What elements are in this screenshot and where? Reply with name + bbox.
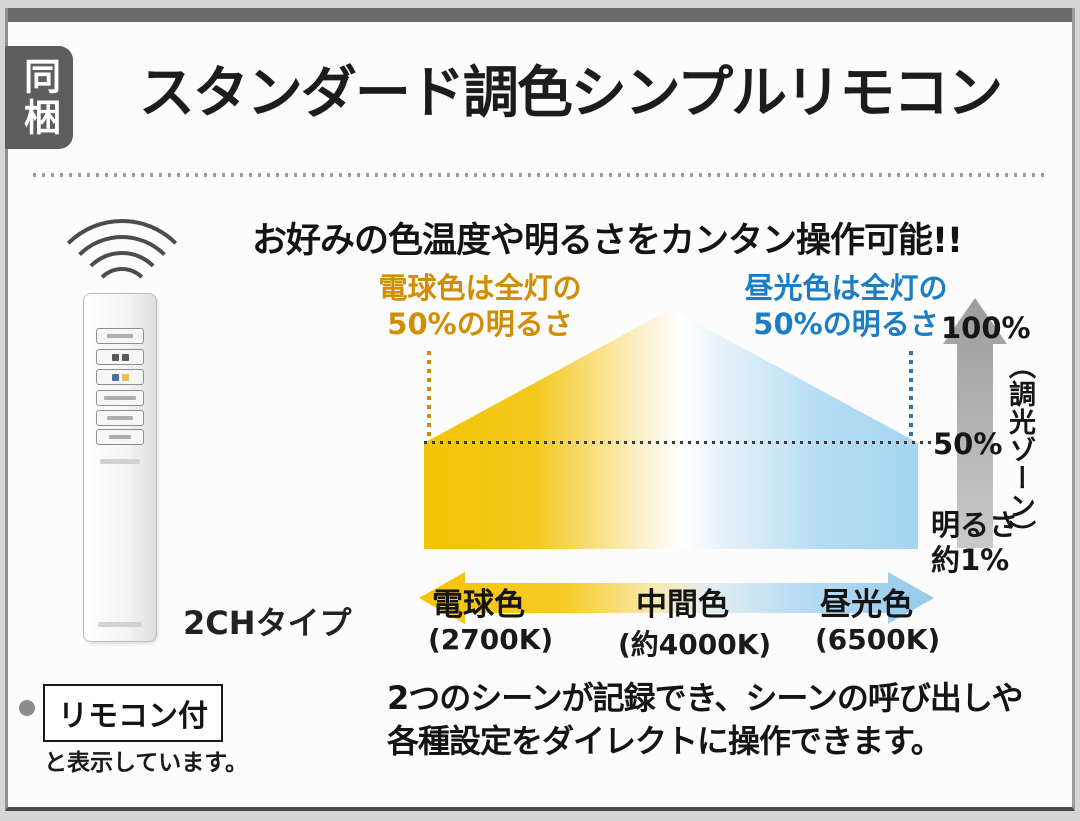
cool-dotted-line bbox=[909, 351, 913, 441]
scale-50-label: 50% bbox=[933, 427, 1003, 461]
remote-button bbox=[96, 390, 144, 406]
top-bar bbox=[8, 8, 1072, 22]
page-title: スタンダード調色シンプルリモコン bbox=[138, 61, 1003, 126]
remote-button bbox=[96, 349, 144, 365]
scene-description: 2つのシーンが記録でき、シーンの呼び出しや 各種設定をダイレクトに操作できます。 bbox=[387, 679, 1024, 760]
remote-illustration bbox=[83, 293, 157, 642]
remote-logo bbox=[100, 459, 140, 464]
cool-brightness-note: 昼光色は全灯の 50%の明るさ bbox=[744, 271, 948, 342]
warm-brightness-note: 電球色は全灯の 50%の明るさ bbox=[378, 271, 582, 342]
axis-cool-kelvin: (6500K) bbox=[815, 623, 941, 656]
axis-warm-label: 電球色 bbox=[432, 587, 525, 623]
fifty-percent-dotted-line bbox=[424, 441, 934, 444]
dimming-zone-arrow-icon bbox=[943, 298, 1007, 548]
warm-dotted-line bbox=[427, 351, 431, 441]
scale-min-label-2: 約1% bbox=[931, 543, 1010, 577]
remote-type-label: 2CHタイプ bbox=[183, 604, 352, 642]
remote-button bbox=[96, 429, 144, 445]
subtitle: お好みの色温度や明るさをカンタン操作可能!! bbox=[252, 221, 963, 261]
footnote-bullet-icon bbox=[19, 700, 35, 716]
dimming-zone-label: （調光ゾーン） bbox=[1004, 352, 1035, 548]
remote-brand-mark bbox=[98, 622, 142, 627]
dotted-separator bbox=[33, 173, 1047, 177]
included-badge-label: 同梱 bbox=[17, 56, 61, 139]
remote-button bbox=[96, 410, 144, 426]
axis-warm-kelvin: (2700K) bbox=[428, 623, 554, 656]
color-temp-gradient-shape bbox=[424, 309, 918, 549]
scale-min-label-1: 明るさ bbox=[931, 508, 1019, 542]
remote-button bbox=[96, 369, 144, 385]
included-badge: 同梱 bbox=[5, 46, 73, 149]
axis-mid-label: 中間色 bbox=[636, 587, 729, 623]
remote-included-box: リモコン付 bbox=[43, 684, 223, 742]
remote-button bbox=[96, 328, 144, 344]
axis-mid-kelvin: (約4000K) bbox=[618, 628, 772, 661]
footnote-suffix: と表示しています。 bbox=[44, 750, 249, 776]
color-axis-arrow-icon bbox=[419, 572, 934, 624]
scale-100-label: 100% bbox=[941, 311, 1031, 345]
axis-cool-label: 昼光色 bbox=[820, 587, 913, 623]
